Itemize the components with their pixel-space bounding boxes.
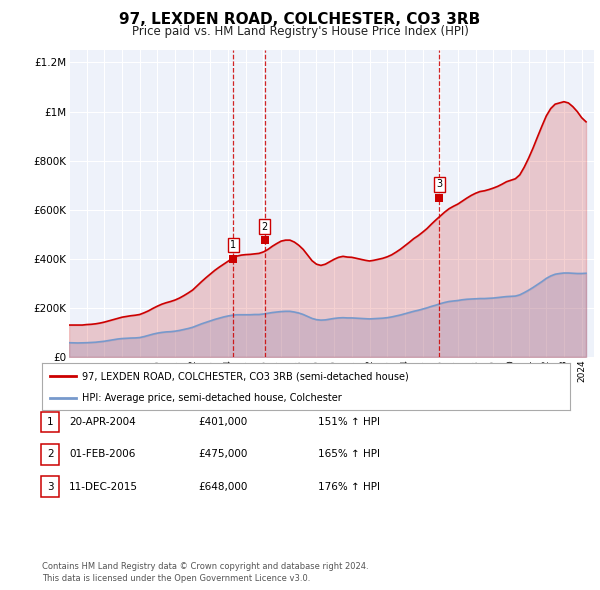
Text: 11-DEC-2015: 11-DEC-2015 (69, 482, 138, 491)
Text: 20-APR-2004: 20-APR-2004 (69, 417, 136, 427)
Text: 2: 2 (47, 450, 54, 459)
Text: 3: 3 (436, 179, 442, 189)
Text: 97, LEXDEN ROAD, COLCHESTER, CO3 3RB: 97, LEXDEN ROAD, COLCHESTER, CO3 3RB (119, 12, 481, 27)
Text: Contains HM Land Registry data © Crown copyright and database right 2024.
This d: Contains HM Land Registry data © Crown c… (42, 562, 368, 583)
Text: £401,000: £401,000 (198, 417, 247, 427)
Text: £648,000: £648,000 (198, 482, 247, 491)
Text: 01-FEB-2006: 01-FEB-2006 (69, 450, 136, 459)
Text: 1: 1 (47, 417, 54, 427)
Text: HPI: Average price, semi-detached house, Colchester: HPI: Average price, semi-detached house,… (82, 394, 341, 403)
Text: 97, LEXDEN ROAD, COLCHESTER, CO3 3RB (semi-detached house): 97, LEXDEN ROAD, COLCHESTER, CO3 3RB (se… (82, 371, 409, 381)
Text: 165% ↑ HPI: 165% ↑ HPI (318, 450, 380, 459)
Text: 1: 1 (230, 240, 236, 250)
Text: Price paid vs. HM Land Registry's House Price Index (HPI): Price paid vs. HM Land Registry's House … (131, 25, 469, 38)
Text: 2: 2 (262, 222, 268, 232)
Text: 3: 3 (47, 482, 54, 491)
Text: £475,000: £475,000 (198, 450, 247, 459)
Text: 176% ↑ HPI: 176% ↑ HPI (318, 482, 380, 491)
Text: 151% ↑ HPI: 151% ↑ HPI (318, 417, 380, 427)
